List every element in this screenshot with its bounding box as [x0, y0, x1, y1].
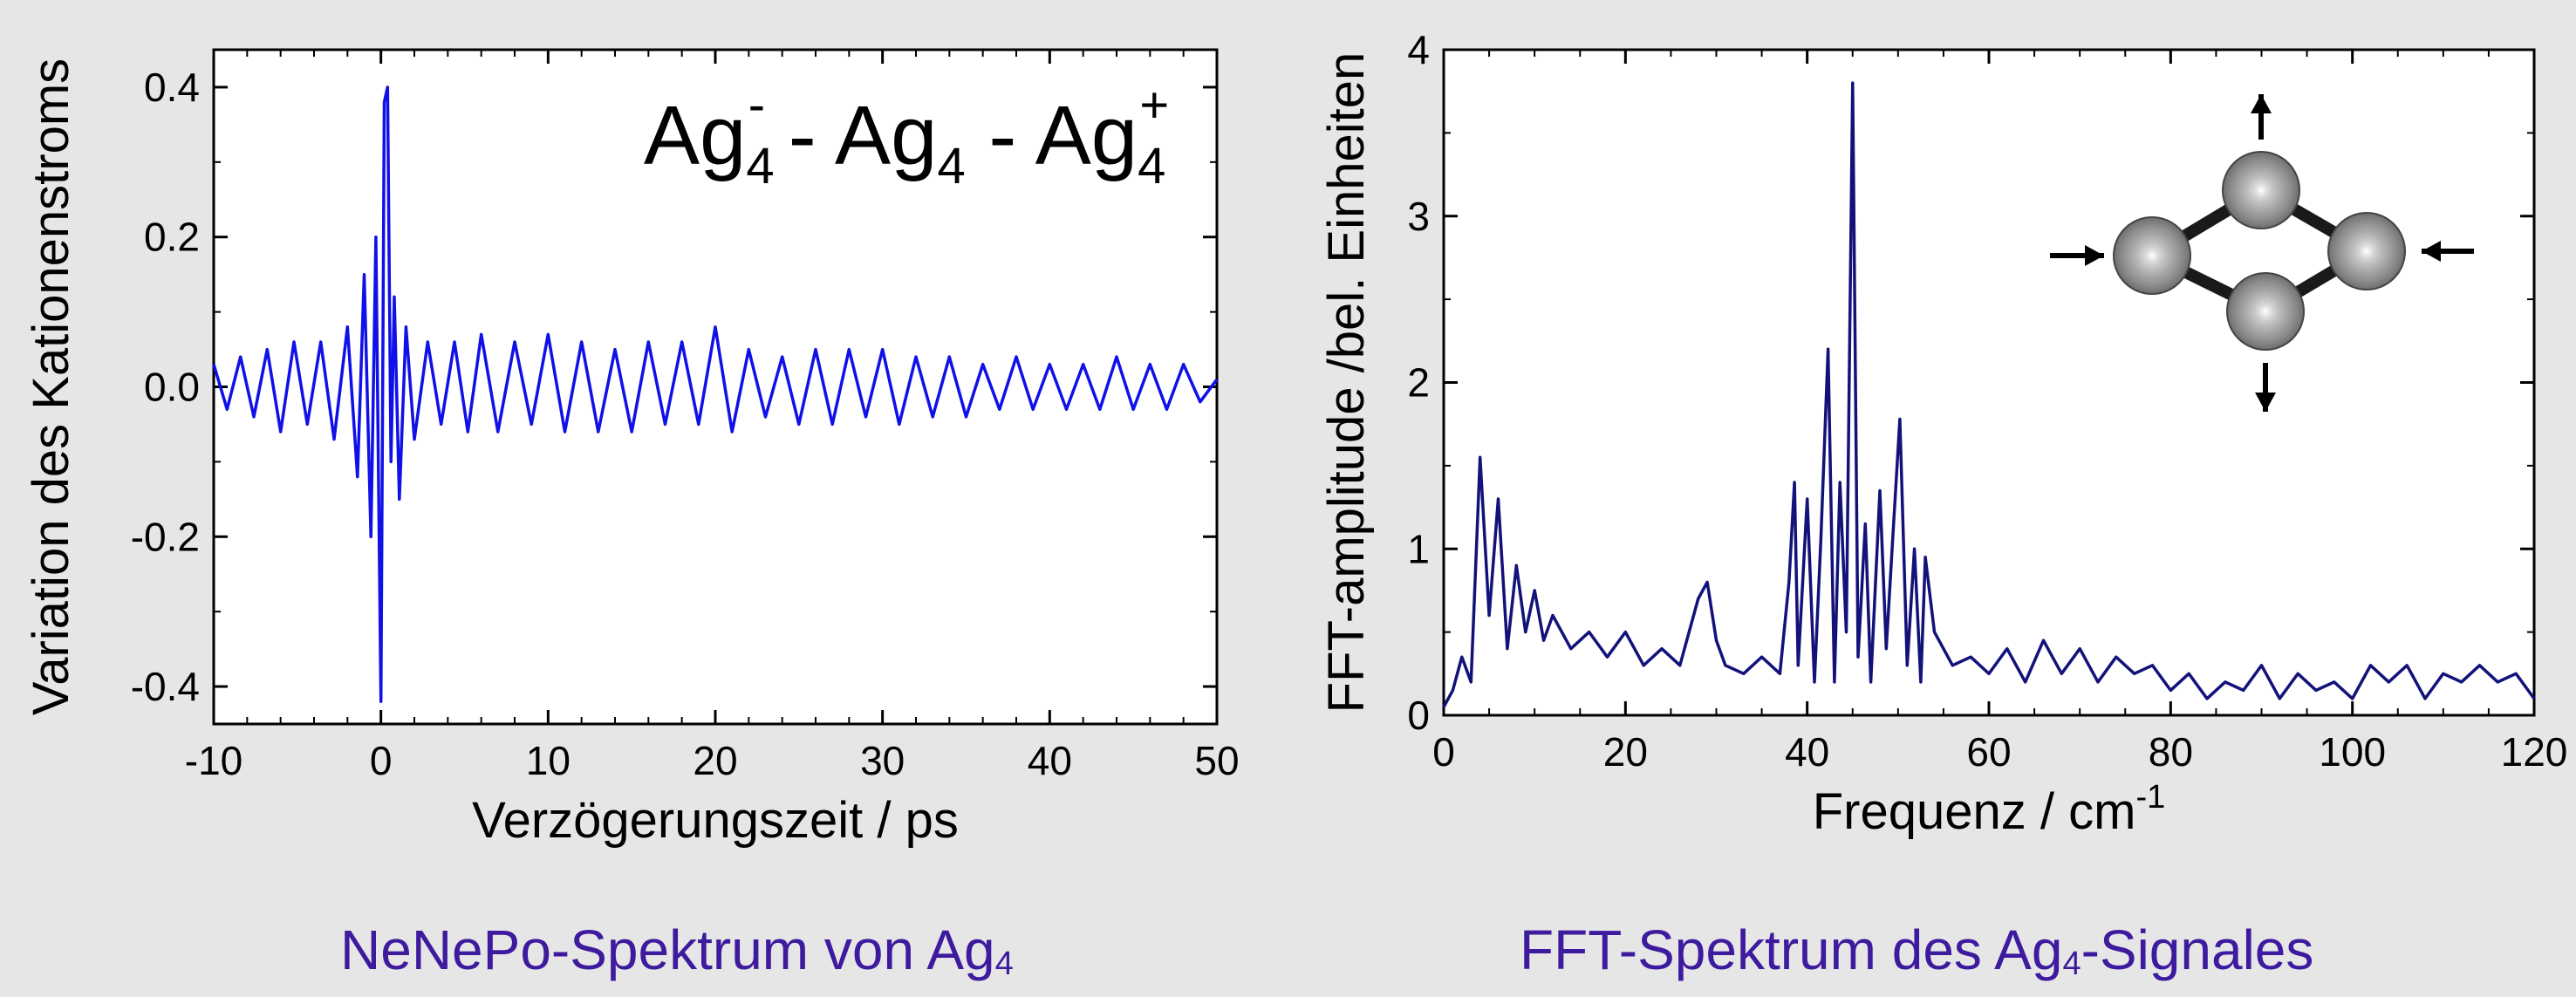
x-axis-label-exponent: -1 [2135, 779, 2165, 816]
annotation-part: 4 [1138, 138, 1165, 195]
y-tick-label: 0.0 [144, 365, 200, 410]
x-tick-label: 80 [2149, 729, 2193, 775]
x-tick-label: 120 [2501, 729, 2568, 775]
y-tick-label: -0.4 [131, 664, 200, 709]
y-tick-label: 2 [1407, 360, 1430, 406]
x-tick-label: 20 [1603, 729, 1648, 775]
arrow-up-outward-head [2251, 94, 2272, 113]
series-line [1442, 81, 2536, 708]
y-axis-label: FFT-amplitude /bel. Einheiten [1318, 52, 1375, 714]
annotation-separator: - [966, 89, 1035, 182]
x-axis-label: Verzögerungszeit / ps [472, 792, 959, 849]
annotation-part: 4 [937, 138, 965, 195]
plot-frame [1442, 48, 2536, 717]
y-axis-label: Variation des Kationenstroms [23, 58, 79, 715]
x-tick-label: 20 [693, 738, 737, 783]
y-tick-label: 4 [1407, 27, 1430, 72]
x-tick-label: 40 [1785, 729, 1829, 775]
annotation-part: - [748, 77, 765, 133]
y-tick-label: 0.4 [144, 65, 200, 110]
arrow-down-outward-head [2255, 393, 2276, 412]
caption-fft-spectrum: FFT-Spektrum des Ag4-Signales [1520, 918, 2314, 982]
annotation-ag4-series: Ag4- - Ag4 - Ag4+ [644, 77, 1169, 195]
arrow-left-inward-head [2085, 245, 2104, 266]
series-line [212, 85, 1219, 703]
annotation-separator: - [765, 89, 835, 182]
x-tick-label: -10 [185, 738, 243, 783]
annotation-part: + [1139, 77, 1169, 133]
x-tick-label: 100 [2319, 729, 2386, 775]
chart-right: 0 20 40 60 80 100 120 0 1 2 3 4 Frequenz / cm-1 FFT-a… [1318, 27, 2567, 840]
x-tick-label: 50 [1194, 738, 1239, 783]
annotation-part: Ag [1035, 89, 1138, 182]
annotation-part: Ag [835, 89, 937, 182]
ag-atom [2222, 151, 2300, 229]
chart-left: -10 0 10 20 30 40 50 0.4 0.2 0.0 -0.2 -0.4 Verzögeru… [23, 48, 1240, 849]
y-tick-label: 0 [1407, 693, 1430, 738]
x-tick-label: 0 [1432, 729, 1455, 775]
x-tick-label: 40 [1028, 738, 1072, 783]
y-tick-label: 1 [1407, 526, 1430, 571]
x-tick-label: 0 [370, 738, 393, 783]
annotation-part: Ag [644, 89, 746, 182]
y-tick-label: -0.2 [131, 514, 200, 559]
ag-atom [2113, 216, 2191, 295]
ag-atom [2226, 272, 2305, 351]
y-tick-label: 3 [1407, 194, 1430, 239]
y-tick-label: 0.2 [144, 215, 200, 260]
x-tick-label: 60 [1966, 729, 2011, 775]
annotation-part: 4 [746, 138, 774, 195]
x-axis-label: Frequenz / cm-1 [1813, 779, 2165, 840]
arrow-right-inward-head [2422, 241, 2441, 262]
x-tick-label: 10 [526, 738, 571, 783]
ag4-molecule-diagram [2050, 94, 2474, 412]
ag-atom [2327, 212, 2406, 290]
x-tick-label: 30 [860, 738, 905, 783]
caption-nenepo-spectrum: NeNePo-Spektrum von Ag4 [340, 918, 1014, 982]
